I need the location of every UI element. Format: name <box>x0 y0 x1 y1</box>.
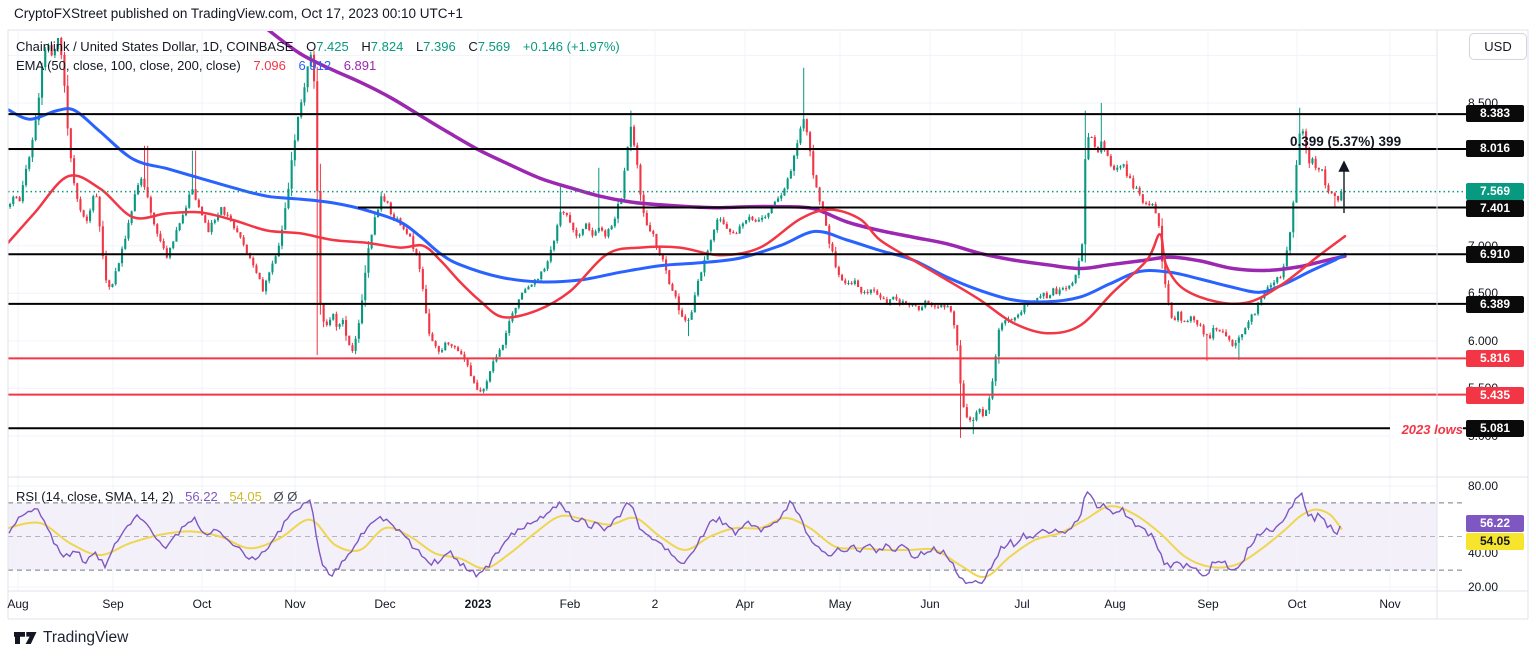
date-label-May[interactable]: May <box>828 597 852 611</box>
date-label-Oct[interactable]: Oct <box>192 597 212 611</box>
date-label-Apr[interactable]: Apr <box>735 597 755 611</box>
price-badge-7.569: 7.569 <box>1466 182 1524 200</box>
date-label-Dec[interactable]: Dec <box>374 597 396 611</box>
date-label-Sep[interactable]: Sep <box>1197 597 1219 611</box>
date-label-Jul[interactable]: Jul <box>1014 597 1030 611</box>
price-badge-8.016: 8.016 <box>1466 139 1524 157</box>
price-badge-56.22: 56.22 <box>1466 514 1524 532</box>
rsi-extra-values: Ø Ø <box>273 489 298 504</box>
symbol-legend[interactable]: Chainlink / United States Dollar, 1D, CO… <box>16 39 620 54</box>
candles <box>9 36 1343 438</box>
date-label-Jun[interactable]: Jun <box>920 597 940 611</box>
close-label: C <box>468 39 478 54</box>
date-label-Nov[interactable]: Nov <box>284 597 306 611</box>
ema50-value: 7.096 <box>253 58 286 73</box>
price-badge-5.435: 5.435 <box>1466 386 1524 404</box>
price-badge-8.383: 8.383 <box>1466 104 1524 122</box>
price-badge-6.389: 6.389 <box>1466 295 1524 313</box>
date-label-Nov[interactable]: Nov <box>1379 597 1401 611</box>
up-arrow-annotation[interactable] <box>1338 160 1350 213</box>
symbol-title: Chainlink / United States Dollar, 1D, CO… <box>16 39 294 54</box>
rsi-line <box>8 490 1341 585</box>
price-badge-54.05: 54.05 <box>1466 532 1524 550</box>
low-label: L <box>415 39 424 54</box>
down-candle-wicks <box>15 36 1339 438</box>
tradingview-brand-text: TradingView <box>43 629 129 646</box>
ema200-value: 6.891 <box>343 58 377 73</box>
price-axis-label-6.000: 6.000 <box>1468 334 1499 348</box>
rsi-axis-label-20.00: 20.00 <box>1468 580 1499 594</box>
price-badge-6.910: 6.910 <box>1466 245 1524 263</box>
down-candle-bodies <box>15 38 1340 421</box>
currency-toggle-button[interactable]: USD <box>1469 33 1527 60</box>
rsi-value: 56.22 <box>185 489 218 504</box>
close-value: 7.569 <box>477 39 511 54</box>
low-value: 7.396 <box>423 39 456 54</box>
price-badge-5.081: 5.081 <box>1466 419 1524 437</box>
rsi-title: RSI (14, close, SMA, 14, 2) <box>16 489 174 504</box>
up-candle-wicks <box>9 37 1342 435</box>
gridlines <box>8 31 1437 591</box>
rsi-sma-line <box>8 505 1343 578</box>
ema-title: EMA (50, close, 100, close, 200, close) <box>16 58 241 73</box>
publish-caption: CryptoFXStreet published on TradingView.… <box>14 6 463 21</box>
open-label: O <box>306 39 317 54</box>
high-label: H <box>361 39 371 54</box>
ema100-value: 6.912 <box>298 58 332 73</box>
date-label-2023[interactable]: 2023 <box>464 597 492 611</box>
rsi-axis-label-40.00: 40.00 <box>1468 546 1499 560</box>
rsi-legend[interactable]: RSI (14, close, SMA, 14, 2) 56.22 54.05 … <box>16 489 297 504</box>
date-label-2[interactable]: 2 <box>651 597 659 611</box>
measured-move-annotation: 0.399 (5.37%) 399 <box>1290 134 1402 149</box>
date-label-Aug[interactable]: Aug <box>7 597 29 611</box>
ema50-line <box>8 174 1347 335</box>
tradingview-logo-icon <box>14 632 37 644</box>
open-value: 7.425 <box>316 39 349 54</box>
date-label-Feb[interactable]: Feb <box>559 597 581 611</box>
price-badge-7.401: 7.401 <box>1466 199 1524 217</box>
2023-lows-annotation: 2023 lows <box>1390 421 1463 438</box>
date-label-Aug[interactable]: Aug <box>1104 597 1126 611</box>
rsi-sma-value: 54.05 <box>229 489 262 504</box>
pane-borders <box>7 29 1529 620</box>
price-badge-5.816: 5.816 <box>1466 349 1524 367</box>
high-value: 7.824 <box>370 39 404 54</box>
ema-legend[interactable]: EMA (50, close, 100, close, 200, close) … <box>16 58 376 73</box>
rsi-axis-label-80.00: 80.00 <box>1468 479 1499 493</box>
date-label-Sep[interactable]: Sep <box>102 597 124 611</box>
tradingview-footer: TradingView <box>14 629 128 647</box>
date-label-Oct[interactable]: Oct <box>1287 597 1307 611</box>
change-value: +0.146 (+1.97%) <box>522 39 620 54</box>
ema100-line <box>8 107 1347 304</box>
